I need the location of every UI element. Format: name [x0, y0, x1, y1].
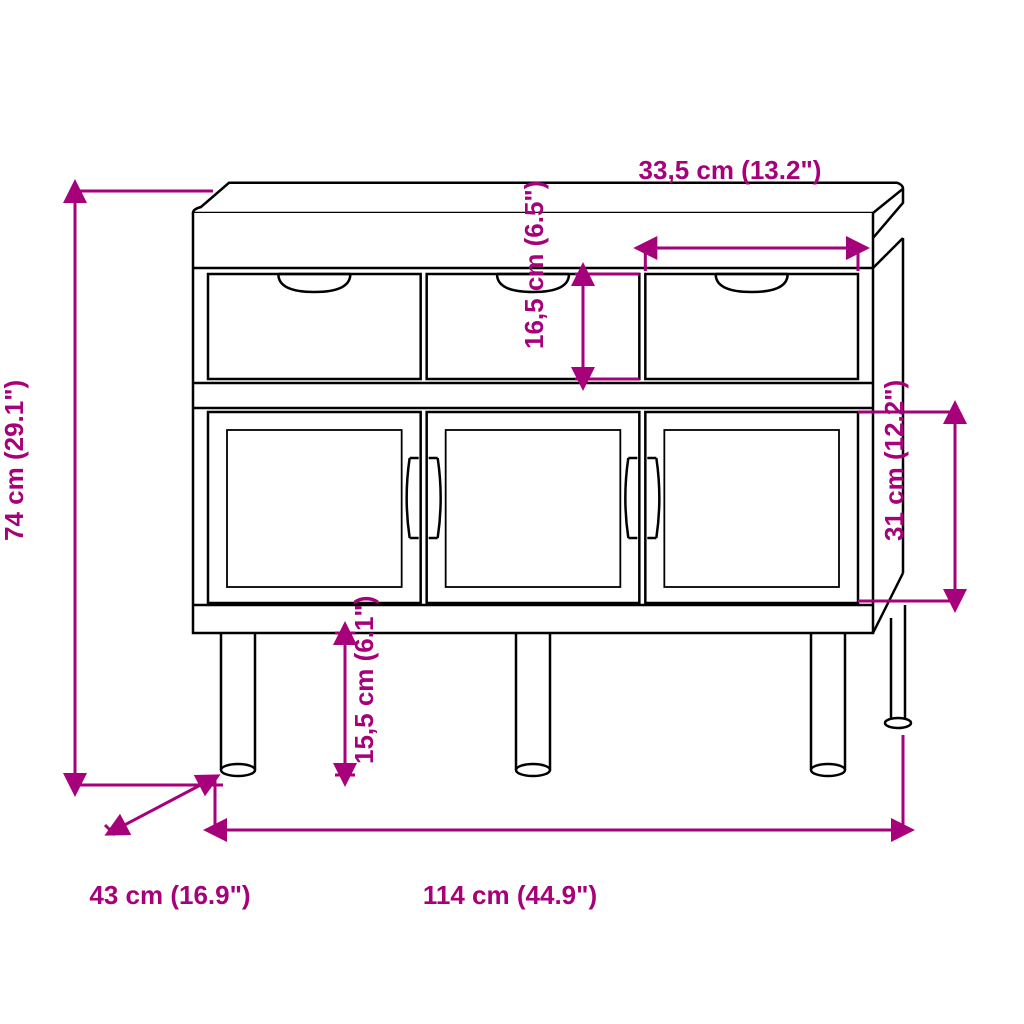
furniture-outline: [193, 183, 911, 776]
furniture-diagram: [0, 0, 1024, 1024]
dim-label-width: 114 cm (44.9"): [423, 880, 597, 911]
dim-label-leg-height: 15,5 cm (6.1"): [349, 596, 380, 764]
dim-label-height: 74 cm (29.1"): [0, 379, 30, 540]
dim-label-door-height: 31 cm (12.2"): [879, 379, 910, 540]
diagram-container: 74 cm (29.1") 43 cm (16.9") 114 cm (44.9")…: [0, 0, 1024, 1024]
dim-label-depth: 43 cm (16.9"): [89, 880, 250, 911]
dim-label-drawer-width: 33,5 cm (13.2"): [639, 155, 822, 186]
dim-label-drawer-height: 16,5 cm (6.5"): [519, 181, 550, 349]
